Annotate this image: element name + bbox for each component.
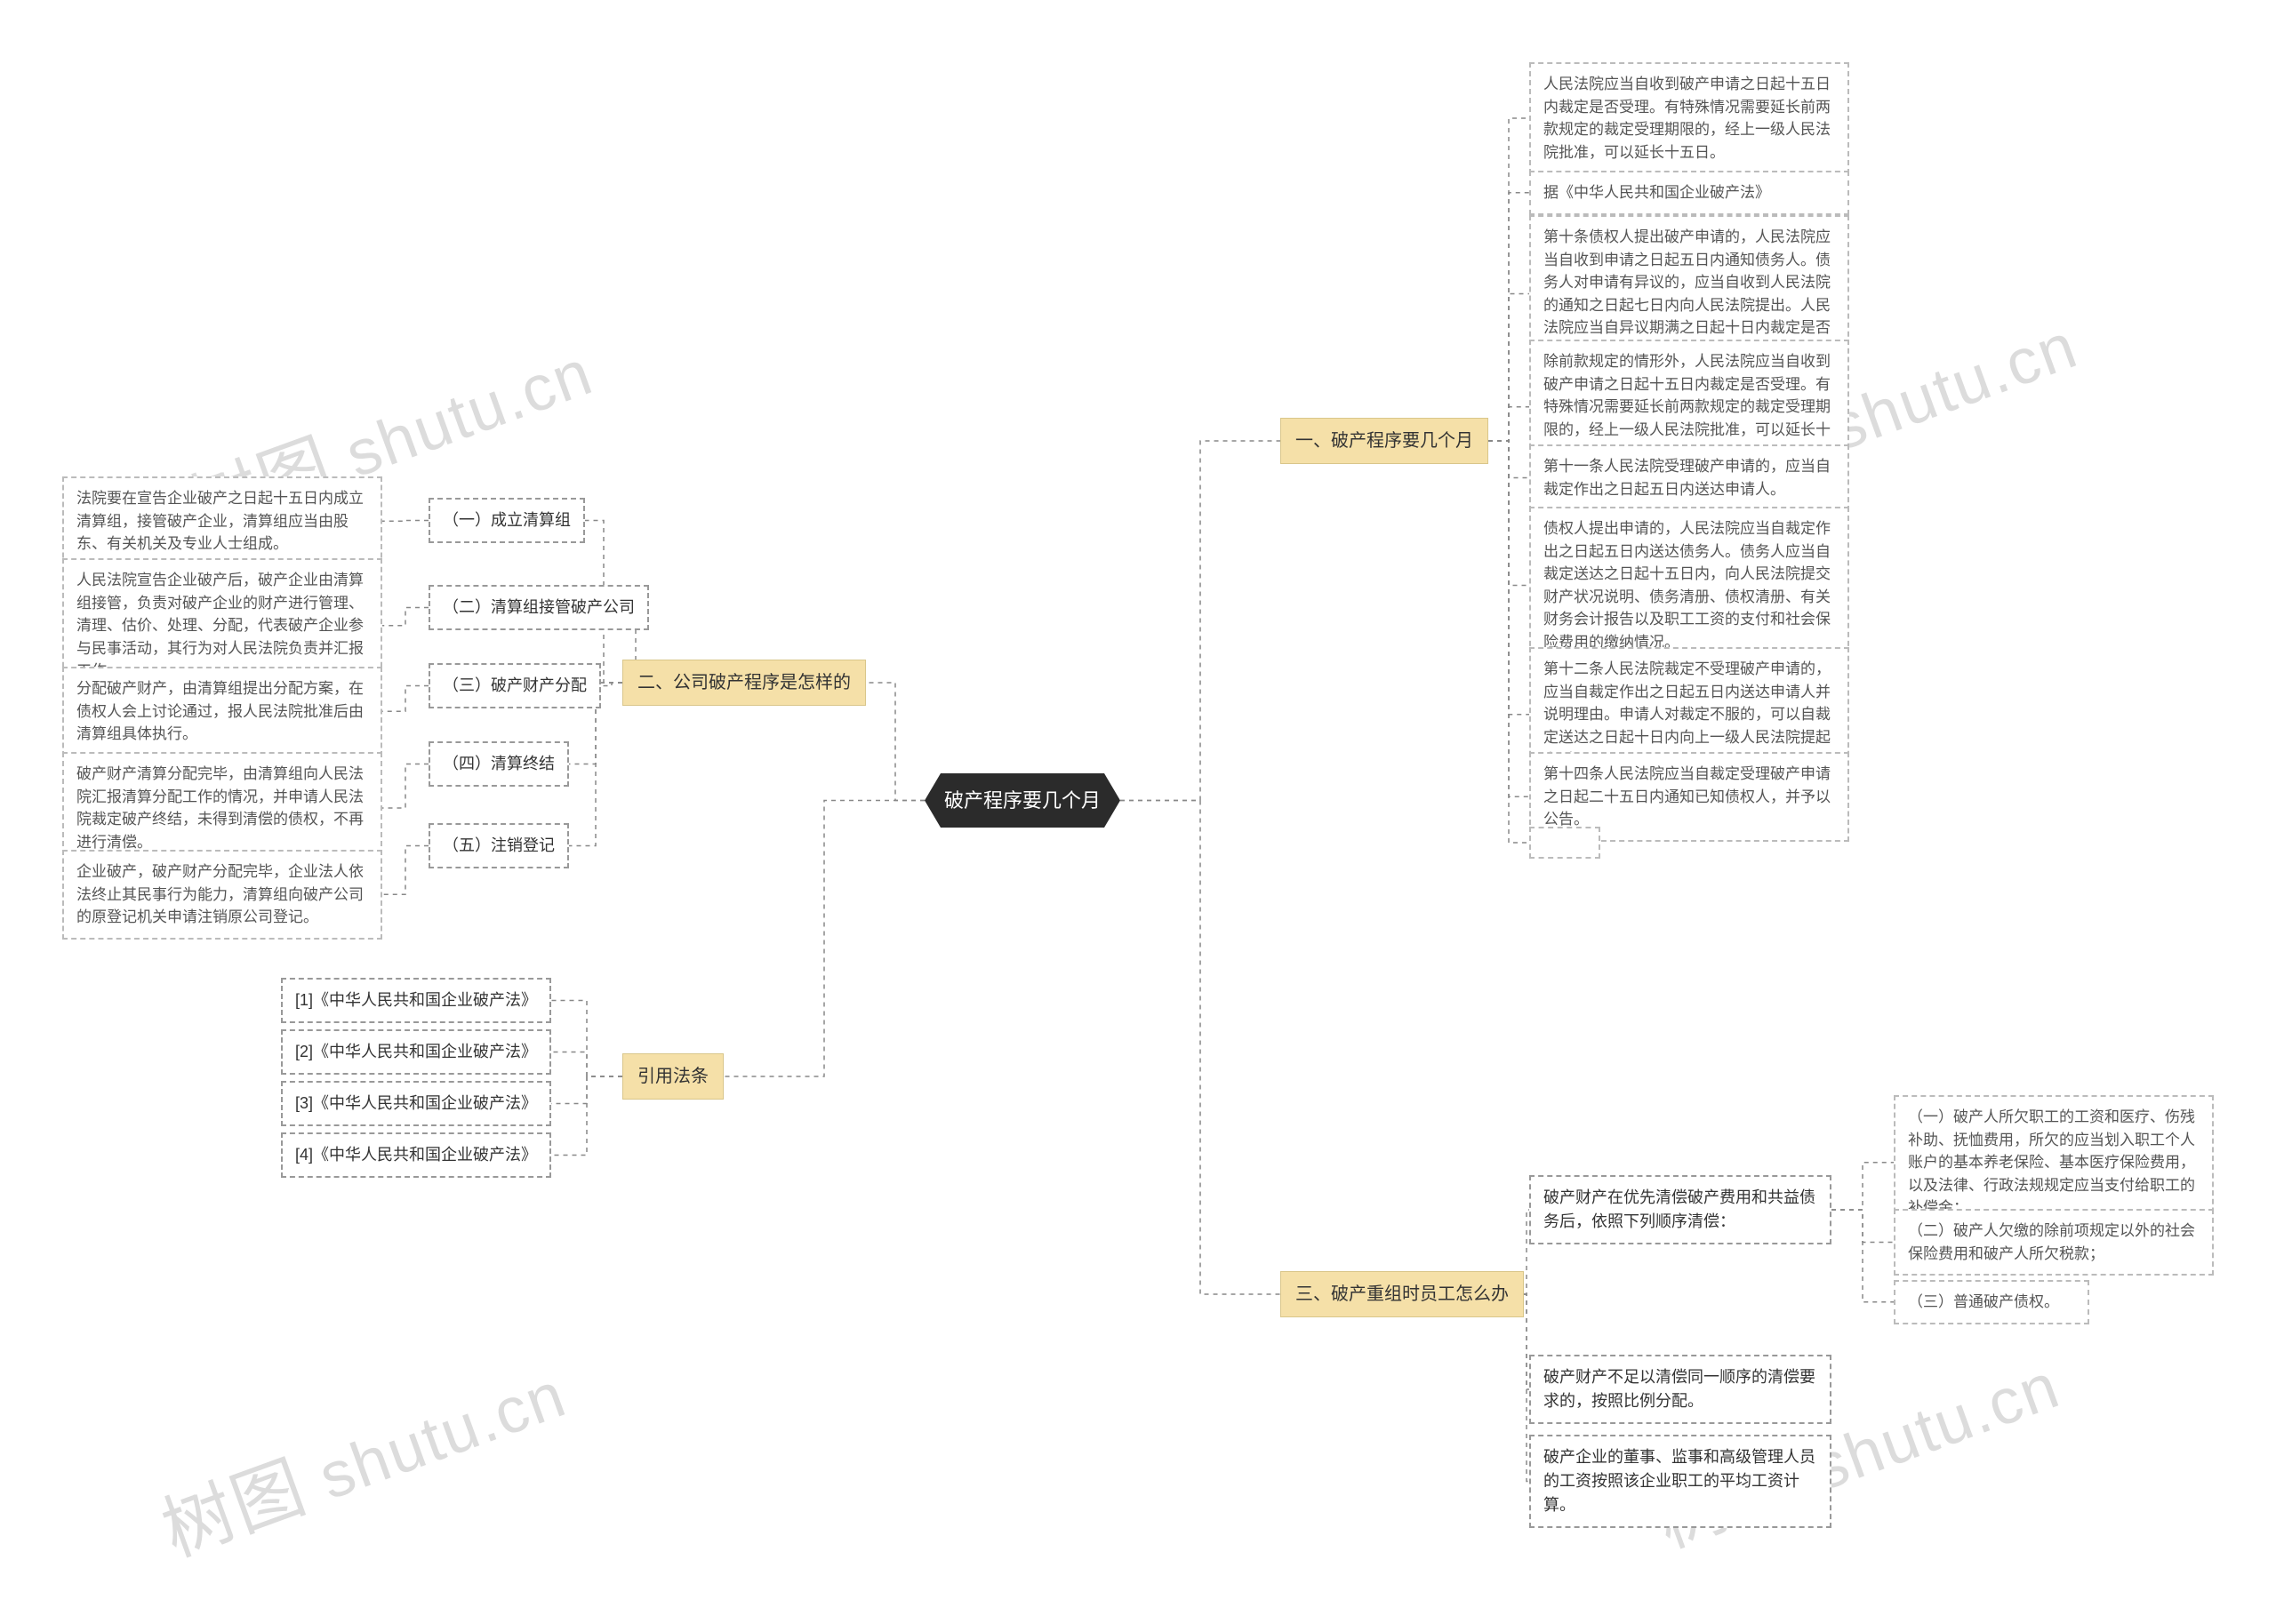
sub-node: （四）清算终结 bbox=[429, 741, 569, 787]
sub-node: 破产财产不足以清偿同一顺序的清偿要求的，按照比例分配。 bbox=[1529, 1355, 1831, 1424]
leaf-node: 债权人提出申请的，人民法院应当自裁定作出之日起五日内送达债务人。债务人应当自裁定… bbox=[1529, 507, 1849, 664]
sub-node: [4]《中华人民共和国企业破产法》 bbox=[281, 1132, 551, 1178]
sub-node: 破产财产在优先清偿破产费用和共益债务后，依照下列顺序清偿： bbox=[1529, 1175, 1831, 1244]
sub-node: （三）破产财产分配 bbox=[429, 663, 601, 708]
branch-2: 二、公司破产程序是怎样的 bbox=[622, 660, 866, 706]
leaf-node: 破产财产清算分配完毕，由清算组向人民法院汇报清算分配工作的情况，并申请人民法院裁… bbox=[62, 752, 382, 864]
branch-4: 引用法条 bbox=[622, 1053, 724, 1100]
sub-node: （二）清算组接管破产公司 bbox=[429, 585, 649, 630]
leaf-node: （二）破产人欠缴的除前项规定以外的社会保险费用和破产人所欠税款； bbox=[1894, 1209, 2214, 1276]
leaf-node: 据《中华人民共和国企业破产法》 bbox=[1529, 171, 1849, 215]
sub-node: 破产企业的董事、监事和高级管理人员的工资按照该企业职工的平均工资计算。 bbox=[1529, 1435, 1831, 1528]
sub-node: [3]《中华人民共和国企业破产法》 bbox=[281, 1081, 551, 1126]
sub-node: （五）注销登记 bbox=[429, 823, 569, 868]
leaf-node: （三）普通破产债权。 bbox=[1894, 1280, 2089, 1324]
sub-node: [2]《中华人民共和国企业破产法》 bbox=[281, 1029, 551, 1075]
root-node: 破产程序要几个月 bbox=[925, 773, 1120, 828]
leaf-node: 第十一条人民法院受理破产申请的，应当自裁定作出之日起五日内送达申请人。 bbox=[1529, 444, 1849, 511]
leaf-node: 企业破产，破产财产分配完毕，企业法人依法终止其民事行为能力，清算组向破产公司的原… bbox=[62, 850, 382, 940]
leaf-node: 人民法院应当自收到破产申请之日起十五日内裁定是否受理。有特殊情况需要延长前两款规… bbox=[1529, 62, 1849, 174]
sub-node: （一）成立清算组 bbox=[429, 498, 585, 543]
watermark: 树图 shutu.cn bbox=[146, 1335, 577, 1576]
leaf-node: 分配破产财产，由清算组提出分配方案，在债权人会上讨论通过，报人民法院批准后由清算… bbox=[62, 667, 382, 756]
sub-node: [1]《中华人民共和国企业破产法》 bbox=[281, 978, 551, 1023]
leaf-node: 法院要在宣告企业破产之日起十五日内成立清算组，接管破产企业，清算组应当由股东、有… bbox=[62, 476, 382, 566]
leaf-node bbox=[1529, 827, 1600, 859]
branch-1: 一、破产程序要几个月 bbox=[1280, 418, 1488, 464]
branch-3: 三、破产重组时员工怎么办 bbox=[1280, 1271, 1524, 1317]
